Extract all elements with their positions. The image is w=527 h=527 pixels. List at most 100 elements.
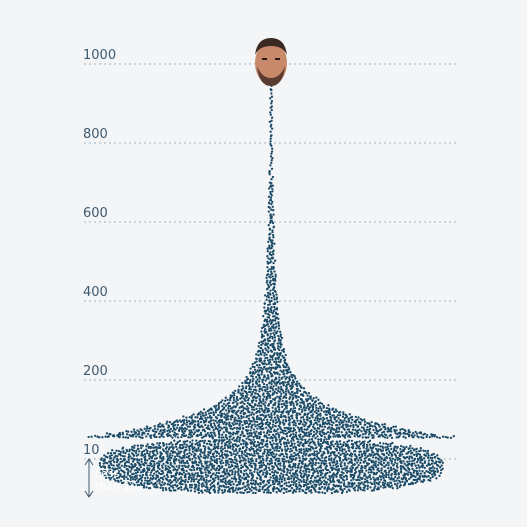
data-dot bbox=[204, 440, 206, 442]
data-dot bbox=[289, 450, 291, 452]
data-dot bbox=[342, 416, 344, 418]
data-dot bbox=[313, 411, 315, 413]
data-dot bbox=[235, 423, 237, 425]
data-dot bbox=[284, 438, 286, 440]
data-dot bbox=[338, 452, 340, 454]
data-dot bbox=[226, 468, 228, 470]
data-dot bbox=[279, 440, 281, 442]
data-dot bbox=[166, 455, 168, 457]
data-dot bbox=[380, 460, 382, 462]
data-dot bbox=[201, 440, 203, 442]
data-dot bbox=[261, 371, 263, 373]
data-dot bbox=[176, 469, 178, 471]
data-dot bbox=[144, 477, 146, 479]
data-dot bbox=[303, 481, 305, 483]
data-dot bbox=[335, 476, 337, 478]
data-dot bbox=[162, 436, 164, 438]
data-dot bbox=[205, 479, 207, 481]
data-dot bbox=[371, 451, 373, 453]
data-dot bbox=[148, 447, 150, 449]
data-dot bbox=[283, 461, 285, 463]
data-dot bbox=[201, 426, 203, 428]
data-dot bbox=[176, 448, 178, 450]
data-dot bbox=[193, 480, 195, 482]
data-dot bbox=[234, 473, 236, 475]
data-dot bbox=[221, 451, 223, 453]
data-dot bbox=[171, 436, 173, 438]
data-dot bbox=[191, 458, 193, 460]
data-dot bbox=[307, 450, 309, 452]
data-dot bbox=[230, 433, 232, 435]
data-dot bbox=[145, 486, 147, 488]
data-dot bbox=[193, 469, 195, 471]
data-dot bbox=[400, 433, 402, 435]
data-dot bbox=[125, 436, 127, 438]
data-dot bbox=[272, 343, 274, 345]
data-dot bbox=[294, 411, 296, 413]
data-dot bbox=[296, 381, 298, 383]
data-dot bbox=[270, 138, 272, 140]
data-dot bbox=[208, 409, 210, 411]
data-dot bbox=[377, 464, 379, 466]
data-dot bbox=[245, 396, 247, 398]
data-dot bbox=[239, 481, 241, 483]
data-dot bbox=[274, 372, 276, 374]
data-dot bbox=[284, 445, 286, 447]
data-dot bbox=[248, 484, 250, 486]
data-dot bbox=[392, 426, 394, 428]
data-dot bbox=[205, 420, 207, 422]
data-dot bbox=[169, 421, 171, 423]
data-dot bbox=[197, 472, 199, 474]
data-dot bbox=[404, 448, 406, 450]
data-dot bbox=[268, 416, 270, 418]
data-dot bbox=[297, 399, 299, 401]
data-dot bbox=[138, 431, 140, 433]
data-dot bbox=[294, 481, 296, 483]
data-dot bbox=[278, 483, 280, 485]
data-dot bbox=[339, 454, 341, 456]
data-dot bbox=[231, 438, 233, 440]
data-dot bbox=[410, 483, 412, 485]
data-dot bbox=[272, 267, 274, 269]
data-dot bbox=[337, 417, 339, 419]
data-dot bbox=[268, 330, 270, 332]
data-dot bbox=[436, 454, 438, 456]
data-dot bbox=[269, 423, 271, 425]
data-dot bbox=[317, 472, 319, 474]
data-dot bbox=[155, 478, 157, 480]
data-dot bbox=[204, 417, 206, 419]
data-dot bbox=[238, 385, 240, 387]
data-dot bbox=[286, 453, 288, 455]
data-dot bbox=[271, 320, 273, 322]
data-dot bbox=[242, 432, 244, 434]
data-dot bbox=[344, 462, 346, 464]
data-dot bbox=[279, 398, 281, 400]
data-dot bbox=[163, 426, 165, 428]
data-dot bbox=[177, 421, 179, 423]
data-dot bbox=[274, 283, 276, 285]
data-dot bbox=[240, 434, 242, 436]
data-dot bbox=[272, 234, 274, 236]
data-dot bbox=[141, 434, 143, 436]
data-dot bbox=[271, 380, 273, 382]
data-dot bbox=[272, 312, 274, 314]
data-dot bbox=[167, 435, 169, 437]
data-dot bbox=[387, 462, 389, 464]
data-dot bbox=[371, 489, 373, 491]
data-dot bbox=[270, 145, 272, 147]
data-dot bbox=[250, 414, 252, 416]
data-dot bbox=[306, 416, 308, 418]
data-dot bbox=[191, 474, 193, 476]
data-dot bbox=[183, 456, 185, 458]
data-dot bbox=[330, 448, 332, 450]
data-dot bbox=[125, 476, 127, 478]
data-dot bbox=[159, 480, 161, 482]
data-dot bbox=[394, 461, 396, 463]
data-dot bbox=[320, 474, 322, 476]
data-dot bbox=[118, 450, 120, 452]
right-eye bbox=[275, 58, 280, 60]
data-dot bbox=[146, 450, 148, 452]
data-dot bbox=[276, 477, 278, 479]
data-dot bbox=[140, 466, 142, 468]
data-dot bbox=[293, 405, 295, 407]
